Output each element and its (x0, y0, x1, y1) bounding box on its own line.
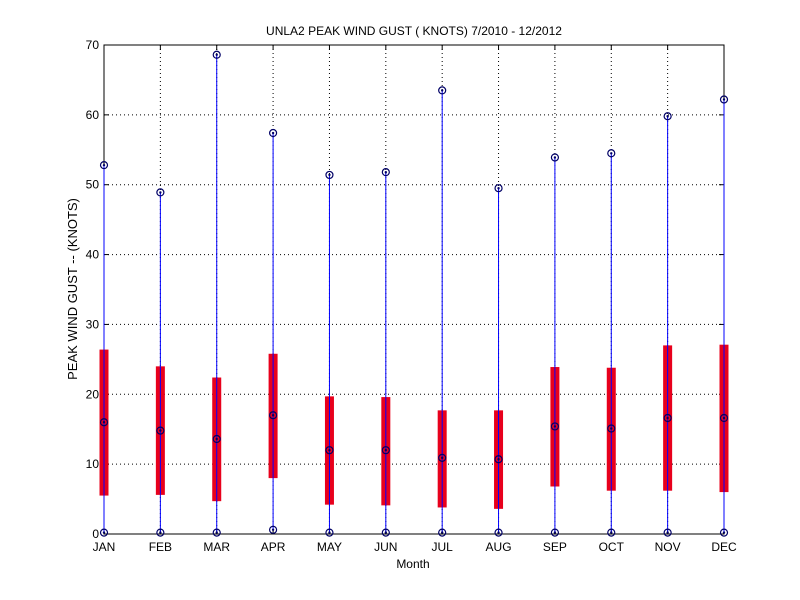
median-marker-dot-jun (384, 448, 388, 452)
x-tick-label-sep: SEP (543, 540, 567, 554)
median-marker-aug (494, 455, 503, 464)
min-marker-dot-may (328, 531, 331, 534)
max-marker-oct (607, 149, 616, 158)
median-marker-apr (268, 411, 278, 420)
y-tick-label: 30 (86, 317, 100, 331)
max-marker-may (325, 170, 334, 180)
max-marker-dot-apr (271, 131, 275, 135)
y-tick-label: 50 (86, 178, 100, 192)
median-marker-dec (719, 413, 729, 423)
min-marker-dot-aug (497, 531, 500, 534)
max-marker-dot-feb (159, 191, 162, 194)
min-marker-dot-apr (271, 528, 275, 532)
x-tick-label-jan: JAN (93, 540, 116, 554)
median-marker-jan (99, 418, 109, 427)
min-marker-sep (550, 528, 560, 537)
min-marker-dot-dec (722, 531, 726, 534)
median-marker-dot-feb (159, 429, 162, 432)
x-tick-label-apr: APR (261, 540, 286, 554)
median-marker-dot-may (328, 448, 331, 452)
min-marker-feb (156, 528, 165, 537)
min-marker-jun (381, 528, 390, 537)
median-marker-nov (663, 413, 672, 423)
x-tick-label-mar: MAR (203, 540, 230, 554)
x-tick-label-dec: DEC (711, 540, 737, 554)
median-marker-feb (156, 426, 165, 435)
min-marker-dec (719, 528, 729, 537)
min-marker-dot-jun (384, 531, 388, 534)
x-tick-label-jun: JUN (374, 540, 397, 554)
median-marker-dot-sep (553, 425, 557, 428)
max-marker-jun (381, 168, 390, 177)
x-tick-label-feb: FEB (149, 540, 172, 554)
median-marker-dot-aug (497, 458, 500, 461)
x-tick-label-nov: NOV (655, 540, 681, 554)
max-marker-aug (494, 184, 503, 193)
y-tick-label: 10 (86, 457, 100, 471)
median-marker-oct (607, 424, 616, 433)
max-marker-dot-may (328, 173, 331, 177)
max-marker-mar (212, 50, 221, 59)
min-marker-mar (212, 528, 221, 537)
max-marker-dot-aug (497, 187, 500, 190)
chart-title: UNLA2 PEAK WIND GUST ( KNOTS) 7/2010 - 1… (266, 24, 562, 38)
min-marker-dot-feb (159, 531, 162, 534)
median-marker-dot-dec (722, 416, 726, 420)
x-tick-label-jul: JUL (432, 540, 454, 554)
median-marker-dot-jan (102, 421, 106, 424)
min-marker-dot-sep (553, 531, 557, 534)
median-marker-sep (550, 422, 560, 431)
max-marker-sep (550, 153, 560, 162)
max-marker-dec (719, 95, 729, 104)
min-marker-nov (663, 528, 672, 537)
min-marker-dot-oct (610, 531, 613, 534)
median-marker-dot-mar (215, 437, 218, 441)
max-marker-dot-dec (722, 98, 726, 101)
plot-area: 0 10 20 30 40 50 60 70 JAN FEB MAR APR MAY JUN JUL AUG S… (86, 38, 737, 554)
median-marker-dot-apr (271, 414, 275, 417)
max-marker-dot-oct (610, 152, 613, 155)
median-marker-may (325, 446, 334, 455)
min-marker-may (325, 528, 334, 537)
max-marker-dot-jul (440, 89, 444, 92)
min-marker-jul (438, 528, 447, 537)
y-axis-label: PEAK WIND GUST -- (KNOTS) (65, 198, 80, 380)
min-marker-jan (99, 528, 109, 537)
x-tick-label-aug: AUG (486, 540, 512, 554)
max-marker-feb (156, 188, 165, 197)
max-marker-dot-mar (215, 53, 218, 56)
y-tick-label: 40 (86, 248, 100, 262)
max-marker-dot-nov (666, 115, 669, 118)
max-marker-apr (268, 128, 278, 138)
median-marker-jul (438, 453, 447, 462)
median-marker-dot-oct (610, 427, 613, 430)
max-marker-dot-sep (553, 156, 557, 159)
min-marker-oct (607, 528, 616, 537)
max-marker-nov (663, 112, 672, 121)
min-marker-apr (268, 525, 278, 534)
min-marker-aug (494, 528, 503, 537)
max-marker-dot-jun (384, 170, 388, 174)
max-marker-jul (438, 86, 447, 95)
median-marker-jun (381, 446, 390, 455)
y-tick-label: 60 (86, 108, 100, 122)
max-marker-dot-jan (102, 163, 106, 167)
plot-frame (103, 44, 725, 535)
min-marker-dot-mar (215, 531, 218, 534)
min-marker-dot-jul (440, 531, 444, 534)
y-tick-label: 70 (86, 38, 100, 52)
y-tick-label: 0 (92, 527, 99, 541)
max-marker-jan (99, 161, 109, 170)
median-marker-dot-nov (666, 416, 669, 420)
median-marker-dot-jul (440, 456, 444, 460)
median-marker-mar (212, 434, 221, 444)
x-tick-label-oct: OCT (599, 540, 625, 554)
x-axis-label: Month (396, 557, 429, 571)
x-tick-label-may: MAY (317, 540, 342, 554)
min-marker-dot-jan (102, 531, 106, 534)
min-marker-dot-nov (666, 531, 669, 534)
y-tick-label: 20 (86, 387, 100, 401)
